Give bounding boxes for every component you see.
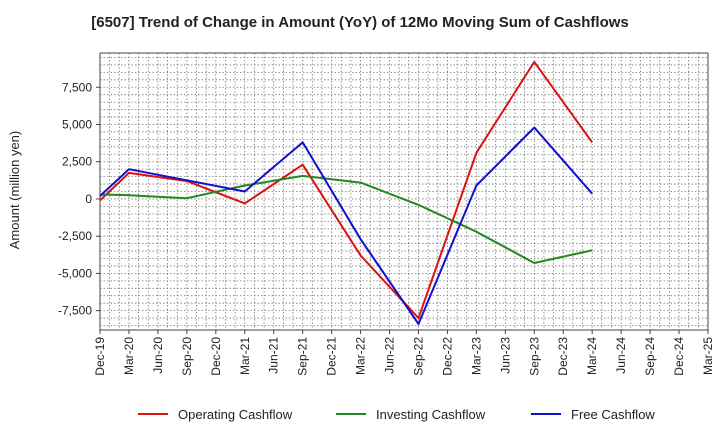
- legend-label: Free Cashflow: [571, 407, 655, 422]
- legend-item-investing-cashflow: Investing Cashflow: [336, 407, 486, 422]
- y-tick-label: 2,500: [62, 155, 92, 169]
- legend-item-free-cashflow: Free Cashflow: [531, 407, 655, 422]
- x-tick-label: Dec-24: [672, 337, 686, 376]
- x-tick-label: Sep-23: [527, 337, 541, 376]
- operating-cashflow-line: [99, 60, 594, 320]
- x-tick-label: Mar-23: [469, 337, 483, 375]
- free-cashflow-line: [99, 126, 593, 325]
- x-tick-label: Mar-25: [701, 337, 715, 375]
- x-tick-label: Dec-21: [325, 337, 339, 376]
- y-axis-title: Amount (million yen): [7, 131, 22, 250]
- y-tick-label: -7,500: [58, 304, 92, 318]
- x-tick-label: Dec-22: [440, 337, 454, 376]
- x-tick-label: Mar-22: [354, 337, 368, 375]
- x-tick-label: Jun-23: [498, 337, 512, 374]
- y-tick-label: -5,000: [58, 266, 92, 280]
- x-tick-label: Jun-20: [151, 337, 165, 374]
- grid-lines: [100, 53, 708, 330]
- axes: 7,500 5,000 2,500 0 -2,500 -5,000 -7,500 Dec-19…: [58, 52, 715, 376]
- x-tick-label: Jun-21: [267, 337, 281, 374]
- legend-label: Investing Cashflow: [376, 407, 486, 422]
- y-tick-label: 5,000: [62, 117, 92, 131]
- x-tick-label: Sep-20: [180, 337, 194, 376]
- x-tick-label: Mar-20: [122, 337, 136, 375]
- chart-title: [6507] Trend of Change in Amount (YoY) o…: [91, 14, 629, 31]
- legend-label: Operating Cashflow: [178, 407, 293, 422]
- legend: Operating Cashflow Investing Cashflow Free…: [138, 407, 655, 422]
- x-tick-label: Sep-24: [643, 337, 657, 376]
- x-tick-label: Jun-22: [383, 337, 397, 374]
- x-tick-label: Mar-24: [585, 337, 599, 375]
- investing-cashflow-line: [99, 174, 593, 264]
- y-tick-label: -2,500: [58, 229, 92, 243]
- x-tick-label: Sep-22: [411, 337, 425, 376]
- y-tick-label: 0: [85, 192, 92, 206]
- x-tick-label: Dec-19: [93, 337, 107, 376]
- x-tick-label: Dec-23: [556, 337, 570, 376]
- legend-item-operating-cashflow: Operating Cashflow: [138, 407, 293, 422]
- y-tick-label: 7,500: [62, 80, 92, 94]
- series-lines: [99, 60, 594, 325]
- x-tick-label: Jun-24: [614, 337, 628, 374]
- x-tick-label: Mar-21: [238, 337, 252, 375]
- x-tick-label: Sep-21: [296, 337, 310, 376]
- plot-frame: [99, 52, 709, 331]
- x-tick-label: Dec-20: [209, 337, 223, 376]
